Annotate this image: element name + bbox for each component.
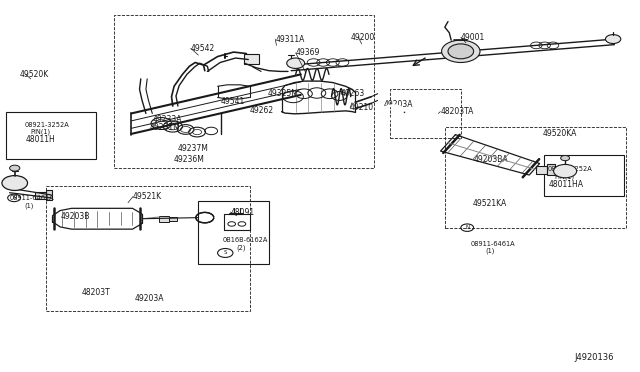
Text: PIN(1): PIN(1) (554, 173, 574, 180)
Bar (445, 127, 626, 228)
Text: (1): (1) (24, 202, 34, 209)
Text: 08911-6461A: 08911-6461A (10, 195, 54, 201)
Text: 49542: 49542 (191, 44, 215, 53)
Text: 49521KA: 49521KA (472, 199, 507, 208)
Bar (244, 54, 259, 64)
Text: N: N (465, 225, 469, 230)
Text: N: N (12, 195, 16, 201)
Bar (198, 201, 269, 264)
Text: 48203TA: 48203TA (440, 107, 474, 116)
Text: 49520KA: 49520KA (543, 129, 577, 138)
Text: 49521K: 49521K (133, 192, 163, 201)
Text: 49236M: 49236M (174, 155, 205, 164)
Text: (2): (2) (237, 244, 246, 251)
Text: 49325M: 49325M (268, 89, 298, 97)
Circle shape (554, 164, 577, 178)
Bar (169, 217, 177, 221)
Text: 48091: 48091 (230, 208, 255, 217)
Text: 08921-3252A: 08921-3252A (548, 166, 593, 172)
Bar (46, 186, 250, 311)
Bar (46, 190, 52, 200)
Circle shape (10, 165, 20, 171)
Text: 49263: 49263 (341, 89, 365, 98)
Text: PIN(1): PIN(1) (31, 129, 51, 135)
Circle shape (442, 40, 480, 62)
Bar (35, 192, 47, 199)
Bar (536, 166, 547, 174)
Bar (6, 112, 96, 159)
Text: 08921-3252A: 08921-3252A (24, 122, 69, 128)
Text: 48011HA: 48011HA (549, 180, 584, 189)
Text: 08911-6461A: 08911-6461A (470, 241, 515, 247)
Bar (390, 89, 461, 138)
Text: 0B16B-6162A: 0B16B-6162A (223, 237, 268, 243)
Text: 49520K: 49520K (19, 70, 49, 79)
Bar (159, 216, 169, 222)
Circle shape (2, 176, 28, 190)
Text: 49210: 49210 (350, 103, 374, 112)
Text: (1): (1) (485, 248, 495, 254)
Text: 49541: 49541 (221, 97, 245, 106)
Circle shape (561, 155, 570, 161)
Text: 49311A: 49311A (275, 35, 305, 44)
Text: 49231M: 49231M (150, 123, 180, 132)
Text: 49203B: 49203B (61, 212, 90, 221)
Text: S: S (223, 250, 227, 256)
Text: 49203A: 49203A (134, 294, 164, 303)
Text: 49001: 49001 (461, 33, 485, 42)
Circle shape (605, 35, 621, 44)
Text: 48203T: 48203T (82, 288, 111, 296)
Bar (114, 15, 374, 168)
Text: J4920136: J4920136 (575, 353, 614, 362)
Text: 48011H: 48011H (26, 135, 55, 144)
Text: 49203BA: 49203BA (474, 155, 508, 164)
Circle shape (448, 44, 474, 59)
Text: 49203A: 49203A (384, 100, 413, 109)
Circle shape (287, 58, 305, 68)
Text: 49233A: 49233A (152, 115, 182, 124)
Text: 49200: 49200 (351, 33, 375, 42)
Bar (544, 155, 624, 196)
Text: 49369: 49369 (296, 48, 320, 57)
Bar (547, 164, 555, 175)
Text: 49262: 49262 (250, 106, 274, 115)
Text: 49237M: 49237M (178, 144, 209, 153)
